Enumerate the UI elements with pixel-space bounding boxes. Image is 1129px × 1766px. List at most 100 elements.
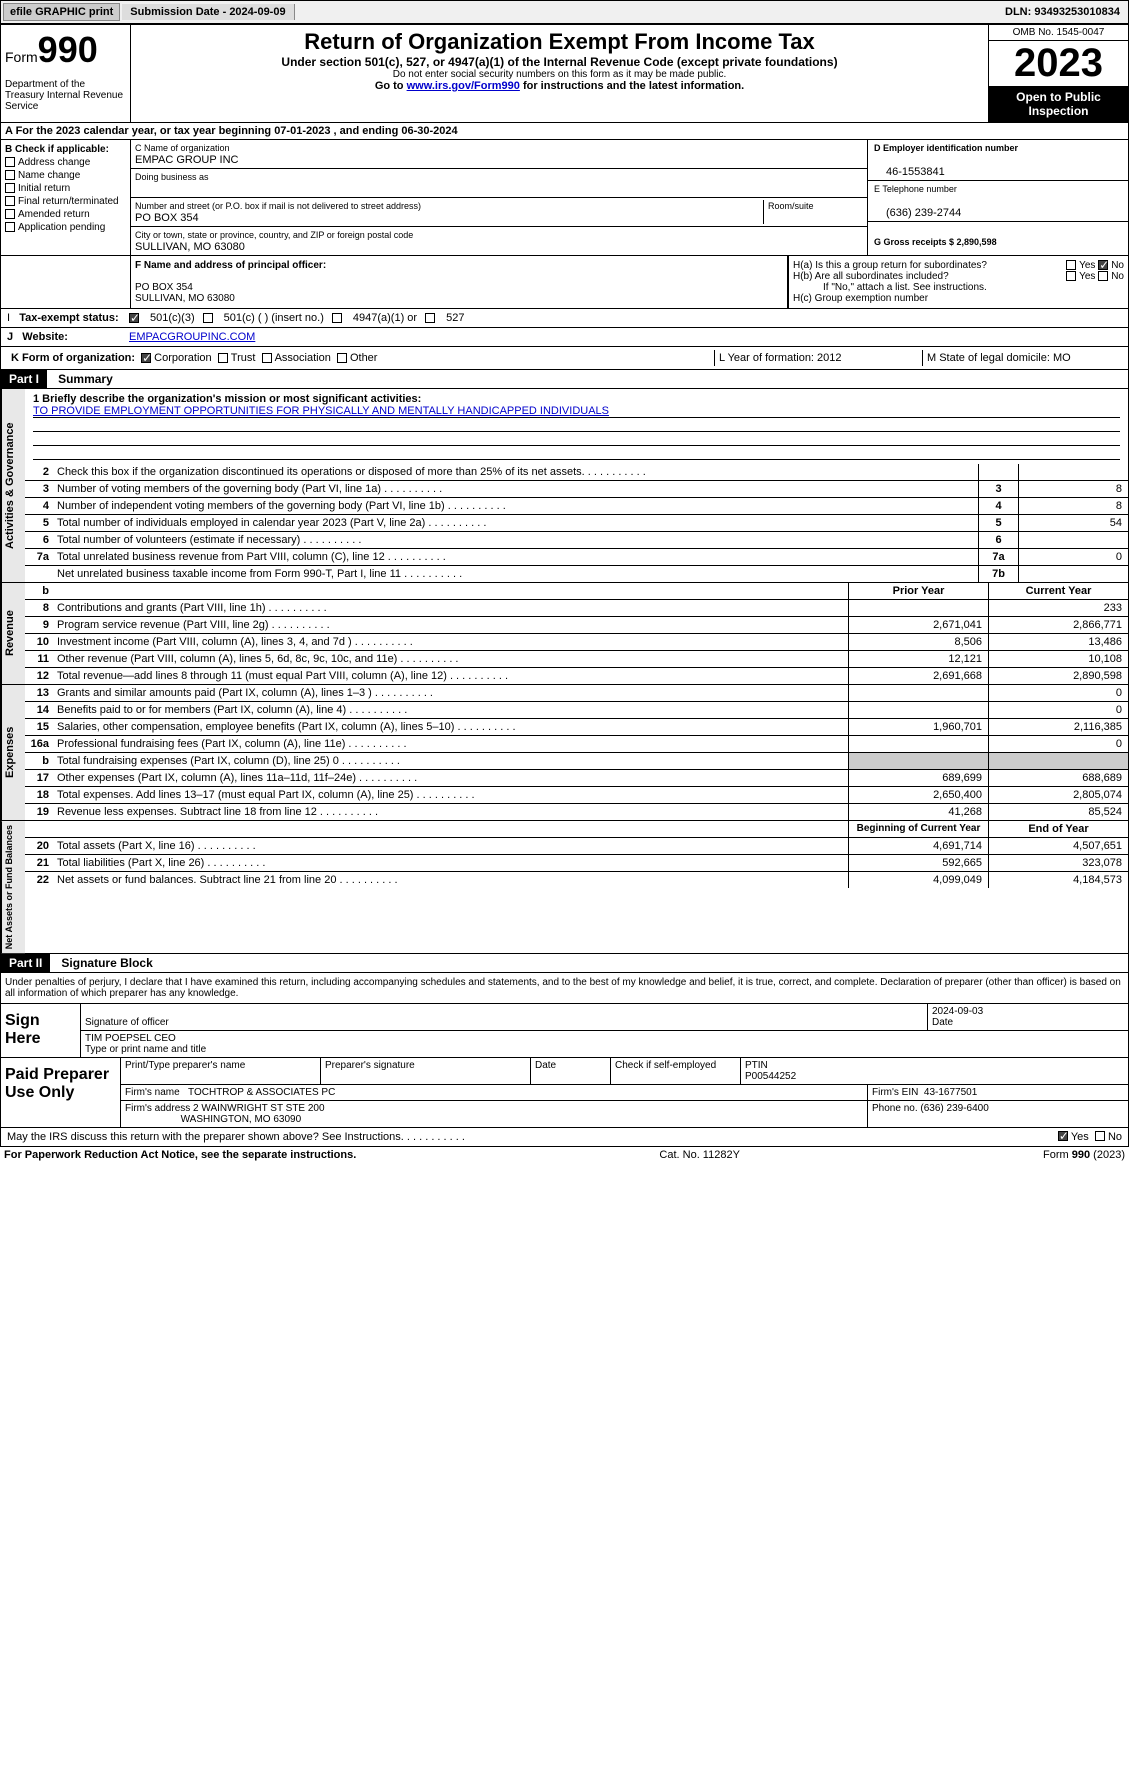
form-line: Net unrelated business taxable income fr… xyxy=(25,565,1128,582)
mission-text: TO PROVIDE EMPLOYMENT OPPORTUNITIES FOR … xyxy=(33,405,1120,418)
501c3-checkbox[interactable] xyxy=(129,313,139,323)
efile-print-button[interactable]: efile GRAPHIC print xyxy=(3,3,120,21)
initial-return-checkbox[interactable] xyxy=(5,183,15,193)
ptin: P00544252 xyxy=(745,1071,796,1082)
ha-yes-checkbox[interactable] xyxy=(1066,260,1076,270)
rev-sidelabel: Revenue xyxy=(1,583,25,684)
form-line: 14Benefits paid to or for members (Part … xyxy=(25,701,1128,718)
org-name: EMPAC GROUP INC xyxy=(135,154,239,166)
form-line: 10Investment income (Part VIII, column (… xyxy=(25,633,1128,650)
tax-year: 2023 xyxy=(989,41,1128,86)
gov-sidelabel: Activities & Governance xyxy=(1,389,25,582)
firm-addr1: 2 WAINWRIGHT ST STE 200 xyxy=(193,1103,325,1114)
form-subtitle: Under section 501(c), 527, or 4947(a)(1)… xyxy=(135,55,984,69)
trust-checkbox[interactable] xyxy=(218,353,228,363)
officer-name: TIM POEPSEL CEO xyxy=(85,1033,176,1044)
form-line: 16aProfessional fundraising fees (Part I… xyxy=(25,735,1128,752)
form-line: 21Total liabilities (Part X, line 26)592… xyxy=(25,854,1128,871)
discuss-yes-checkbox[interactable] xyxy=(1058,1131,1068,1141)
form-line: 15Salaries, other compensation, employee… xyxy=(25,718,1128,735)
firm-name: TOCHTROP & ASSOCIATES PC xyxy=(188,1087,335,1098)
sign-here-section: Sign Here Signature of officer 2024-09-0… xyxy=(0,1004,1129,1058)
name-change-checkbox[interactable] xyxy=(5,170,15,180)
governance-section: Activities & Governance 1 Briefly descri… xyxy=(0,389,1129,583)
officer-addr1: PO BOX 354 xyxy=(135,282,783,293)
topbar: efile GRAPHIC print Submission Date - 20… xyxy=(0,0,1129,24)
goto-link-row: Go to www.irs.gov/Form990 for instructio… xyxy=(135,80,984,92)
ha-no-checkbox[interactable] xyxy=(1098,260,1108,270)
row-j-website: J Website: EMPACGROUPINC.COM xyxy=(0,328,1129,347)
4947-checkbox[interactable] xyxy=(332,313,342,323)
website-link[interactable]: EMPACGROUPINC.COM xyxy=(129,331,255,343)
form-line: 12Total revenue—add lines 8 through 11 (… xyxy=(25,667,1128,684)
dept-treasury: Department of the Treasury Internal Reve… xyxy=(5,79,126,112)
eoy-hdr: End of Year xyxy=(988,821,1128,837)
omb-number: OMB No. 1545-0047 xyxy=(989,25,1128,41)
state-domicile: M State of legal domicile: MO xyxy=(922,350,1122,366)
final-return-checkbox[interactable] xyxy=(5,196,15,206)
form-line: 22Net assets or fund balances. Subtract … xyxy=(25,871,1128,888)
irs-discuss-row: May the IRS discuss this return with the… xyxy=(0,1128,1129,1147)
current-year-hdr: Current Year xyxy=(988,583,1128,599)
part1-title: Summary xyxy=(50,370,121,388)
row-a-tax-year: A For the 2023 calendar year, or tax yea… xyxy=(0,123,1129,140)
net-assets-section: Net Assets or Fund Balances Beginning of… xyxy=(0,821,1129,954)
col-b-checkboxes: B Check if applicable: Address change Na… xyxy=(1,140,131,255)
form-line: bTotal fundraising expenses (Part IX, co… xyxy=(25,752,1128,769)
exp-sidelabel: Expenses xyxy=(1,685,25,820)
part2-title: Signature Block xyxy=(53,954,160,972)
hb-no-checkbox[interactable] xyxy=(1098,271,1108,281)
501c-checkbox[interactable] xyxy=(203,313,213,323)
form-line: 3Number of voting members of the governi… xyxy=(25,480,1128,497)
officer-addr2: SULLIVAN, MO 63080 xyxy=(135,293,783,304)
form-line: 11Other revenue (Part VIII, column (A), … xyxy=(25,650,1128,667)
expenses-section: Expenses 13Grants and similar amounts pa… xyxy=(0,685,1129,821)
net-sidelabel: Net Assets or Fund Balances xyxy=(1,821,25,953)
address-change-checkbox[interactable] xyxy=(5,157,15,167)
submission-date: Submission Date - 2024-09-09 xyxy=(122,4,294,20)
form-title: Return of Organization Exempt From Incom… xyxy=(135,29,984,55)
form-line: 20Total assets (Part X, line 16)4,691,71… xyxy=(25,837,1128,854)
prior-year-hdr: Prior Year xyxy=(848,583,988,599)
col-c-org-info: C Name of organizationEMPAC GROUP INC Do… xyxy=(131,140,868,255)
open-public: Open to Public Inspection xyxy=(989,86,1128,122)
527-checkbox[interactable] xyxy=(425,313,435,323)
firm-phone: (636) 239-6400 xyxy=(920,1103,988,1114)
form-line: 18Total expenses. Add lines 13–17 (must … xyxy=(25,786,1128,803)
app-pending-checkbox[interactable] xyxy=(5,222,15,232)
form-line: 19Revenue less expenses. Subtract line 1… xyxy=(25,803,1128,820)
page-footer: For Paperwork Reduction Act Notice, see … xyxy=(0,1147,1129,1163)
col-d-ein: D Employer identification number46-15538… xyxy=(868,140,1128,255)
cat-no: Cat. No. 11282Y xyxy=(659,1149,740,1161)
firm-ein: 43-1677501 xyxy=(924,1087,977,1098)
discuss-no-checkbox[interactable] xyxy=(1095,1131,1105,1141)
section-bcd: B Check if applicable: Address change Na… xyxy=(0,140,1129,256)
form-line: 5Total number of individuals employed in… xyxy=(25,514,1128,531)
form-line: 2Check this box if the organization disc… xyxy=(25,464,1128,480)
sign-date: 2024-09-03 xyxy=(932,1006,983,1017)
amended-return-checkbox[interactable] xyxy=(5,209,15,219)
year-formation: L Year of formation: 2012 xyxy=(714,350,914,366)
assoc-checkbox[interactable] xyxy=(262,353,272,363)
part1-header: Part I xyxy=(1,370,47,388)
form-line: 9Program service revenue (Part VIII, lin… xyxy=(25,616,1128,633)
bcy-hdr: Beginning of Current Year xyxy=(848,821,988,837)
paid-preparer-section: Paid Preparer Use Only Print/Type prepar… xyxy=(0,1058,1129,1128)
part2-header: Part II xyxy=(1,954,50,972)
dln: DLN: 93493253010834 xyxy=(997,4,1128,20)
form-line: 8Contributions and grants (Part VIII, li… xyxy=(25,599,1128,616)
form-line: 17Other expenses (Part IX, column (A), l… xyxy=(25,769,1128,786)
other-checkbox[interactable] xyxy=(337,353,347,363)
hb-yes-checkbox[interactable] xyxy=(1066,271,1076,281)
gross-receipts: G Gross receipts $ 2,890,598 xyxy=(874,237,997,247)
corp-checkbox[interactable] xyxy=(141,353,151,363)
irs-link[interactable]: www.irs.gov/Form990 xyxy=(407,80,520,92)
form-number: Form990 xyxy=(5,29,126,71)
form-line: 7aTotal unrelated business revenue from … xyxy=(25,548,1128,565)
ssn-note: Do not enter social security numbers on … xyxy=(135,69,984,80)
form-line: 4Number of independent voting members of… xyxy=(25,497,1128,514)
form-line: 13Grants and similar amounts paid (Part … xyxy=(25,685,1128,701)
revenue-section: Revenue b Prior Year Current Year 8Contr… xyxy=(0,583,1129,685)
org-city: SULLIVAN, MO 63080 xyxy=(135,241,245,253)
perjury-statement: Under penalties of perjury, I declare th… xyxy=(0,973,1129,1004)
